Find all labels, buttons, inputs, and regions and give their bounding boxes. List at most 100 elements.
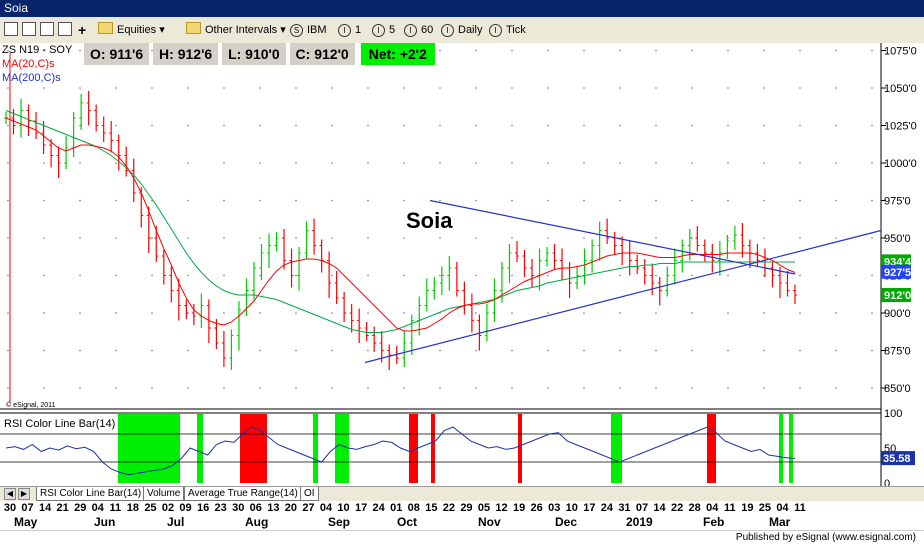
grid-dot <box>43 199 45 202</box>
grid-dot <box>115 124 117 127</box>
grid-dot <box>187 199 189 202</box>
window-titlebar: Soia <box>0 0 924 17</box>
date-day-label: 03 <box>548 502 560 514</box>
grid-dot <box>727 274 729 277</box>
grid-dot <box>79 124 81 127</box>
grid-dot <box>799 312 801 314</box>
symbol-label: ZS N19 - SOY <box>2 44 73 56</box>
grid-dot <box>871 387 873 389</box>
grid-dot <box>547 312 549 314</box>
grid-dot <box>655 199 657 202</box>
grid-dot <box>115 274 117 277</box>
date-day-label: 17 <box>355 502 367 514</box>
grid-dot <box>187 387 189 389</box>
date-day-label: 11 <box>110 502 122 514</box>
grid-dot <box>619 199 621 202</box>
grid-dot <box>43 162 45 164</box>
date-day-label: 15 <box>425 502 437 514</box>
grid-dot <box>151 87 153 89</box>
interval-daily-button[interactable]: I Daily <box>441 22 482 38</box>
grid-dot <box>151 312 153 314</box>
tab-volume[interactable]: Volume <box>143 487 185 501</box>
grid-dot <box>79 87 81 89</box>
interval-ibm-button[interactable]: S IBM <box>290 22 327 38</box>
grid-dot <box>79 387 81 389</box>
date-day-label: 08 <box>408 502 420 514</box>
price-chart[interactable]: 1075'01050'01025'01000'0975'0950'0925'09… <box>0 43 924 486</box>
grid-dot <box>583 199 585 202</box>
tab-oi[interactable]: OI <box>300 487 319 501</box>
grid-dot <box>835 312 837 314</box>
grid-dot <box>223 387 225 389</box>
grid-dot <box>439 124 441 127</box>
grid-dot <box>331 237 333 239</box>
date-day-label: 22 <box>443 502 455 514</box>
grid-dot <box>691 49 693 52</box>
grid-dot <box>655 274 657 277</box>
grid-dot <box>619 274 621 277</box>
grid-dot <box>727 387 729 389</box>
grid-dot <box>619 87 621 89</box>
grid-dot <box>439 87 441 89</box>
grid-dot <box>43 274 45 277</box>
tab-atr[interactable]: Average True Range(14) <box>184 487 302 501</box>
grid-dot <box>655 87 657 89</box>
chart-icon[interactable] <box>4 22 18 36</box>
tab-next-button[interactable]: ▶ <box>18 488 30 500</box>
other-intervals-menu[interactable]: Other Intervals ▾ <box>186 22 286 38</box>
grid-dot <box>7 87 9 89</box>
grid-dot <box>439 49 441 52</box>
grid-dot <box>511 349 513 352</box>
grid-dot <box>7 162 9 164</box>
grid-dot <box>871 237 873 239</box>
folder-icon <box>98 22 113 34</box>
grid-dot <box>835 199 837 202</box>
grid-dot <box>475 387 477 389</box>
grid-dot <box>475 274 477 277</box>
rsi-value-label: 35.58 <box>883 453 911 465</box>
grid-dot <box>223 124 225 127</box>
tab-prev-button[interactable]: ◀ <box>4 488 16 500</box>
grid-dot <box>763 87 765 89</box>
interval-label: IBM <box>307 24 327 36</box>
grid-dot <box>691 387 693 389</box>
date-day-label: 12 <box>495 502 507 514</box>
date-day-label: 10 <box>566 502 578 514</box>
grid-dot <box>835 49 837 52</box>
price-badge-label: 912'0 <box>884 290 911 302</box>
date-month-label: May <box>14 515 38 529</box>
grid-dot <box>151 162 153 164</box>
grid-dot <box>583 124 585 127</box>
grid-dot <box>475 162 477 164</box>
interval-tick-button[interactable]: I Tick <box>489 22 526 38</box>
date-axis: 30 07 14 21 29 04 11 18 25 02 09 16 23 30 06 13 20 27 04 10… <box>4 502 806 529</box>
page-icon[interactable] <box>40 22 54 36</box>
grid-dot <box>619 349 621 352</box>
grid-dot <box>835 87 837 89</box>
grid-dot <box>331 124 333 127</box>
date-day-label: 04 <box>320 502 333 514</box>
interval-60-button[interactable]: I 60 <box>404 22 433 38</box>
grid-dot <box>727 49 729 52</box>
grid-dot <box>799 49 801 52</box>
equities-menu[interactable]: Equities ▾ <box>98 22 165 38</box>
interval-label: Tick <box>506 24 526 36</box>
date-day-label: 21 <box>57 502 69 514</box>
copy-icon[interactable] <box>58 22 72 36</box>
crosshair-icon[interactable]: + <box>78 22 87 38</box>
quote-icon[interactable] <box>22 22 36 36</box>
grid-dot <box>7 237 9 239</box>
grid-dot <box>727 162 729 164</box>
price-tick-label: 1025'0 <box>884 121 917 133</box>
grid-dot <box>871 312 873 314</box>
tab-rsi[interactable]: RSI Color Line Bar(14) <box>36 487 146 501</box>
rsi-color-band <box>313 414 318 483</box>
grid-dot <box>619 49 621 52</box>
grid-dot <box>655 349 657 352</box>
grid-dot <box>79 237 81 239</box>
date-day-label: 04 <box>776 502 789 514</box>
grid-dot <box>655 312 657 314</box>
